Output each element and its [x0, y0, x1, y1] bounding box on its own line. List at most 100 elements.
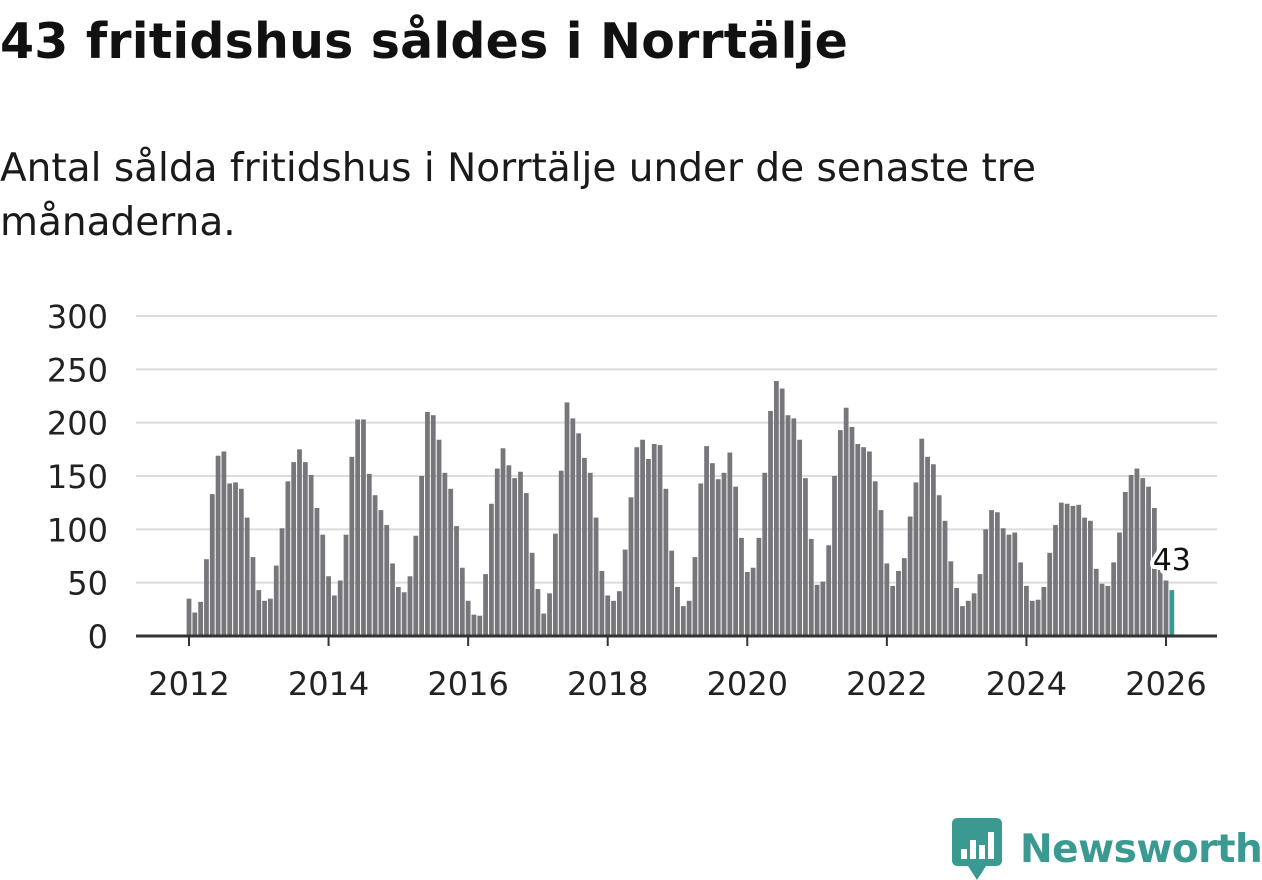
bar-2016-03	[477, 615, 483, 636]
bar-2025-06	[1122, 492, 1128, 636]
y-tick-label: 0	[88, 618, 108, 656]
bar-2012-05	[209, 494, 215, 636]
bar-2020-05	[768, 410, 773, 636]
bar-2025-04	[1111, 562, 1117, 636]
bar-2015-07	[430, 415, 436, 636]
y-tick-label: 100	[47, 511, 108, 549]
bar-2019-08	[715, 479, 721, 636]
bar-2017-09	[582, 457, 587, 636]
bar-2024-04	[1041, 586, 1047, 636]
bar-2024-08	[1064, 503, 1070, 636]
bar-2022-06	[913, 482, 919, 636]
bar-2013-09	[302, 462, 308, 636]
bar-2023-02	[960, 606, 965, 636]
x-tick-label: 2012	[148, 665, 229, 703]
x-tick-label: 2024	[986, 665, 1067, 703]
bar-2012-06	[215, 455, 221, 636]
y-tick-label: 200	[47, 405, 108, 443]
bar-2016-04	[483, 574, 488, 636]
bar-2013-10	[308, 474, 314, 636]
bar-2019-09	[721, 472, 727, 636]
bar-2013-07	[291, 462, 297, 636]
x-tick-label: 2020	[707, 665, 788, 703]
bar-2015-09	[442, 472, 448, 636]
bar-2014-10	[378, 510, 384, 636]
bar-2013-06	[285, 481, 291, 636]
bar-2024-03	[1035, 599, 1041, 636]
bar-2019-12	[739, 537, 744, 636]
bar-2018-02	[611, 600, 616, 636]
bar-2016-07	[500, 448, 506, 636]
bar-2014-03	[337, 580, 343, 636]
bar-2016-12	[529, 552, 535, 636]
bar-2023-05	[977, 574, 983, 636]
bar-2013-02	[262, 600, 267, 636]
bar-2015-05	[419, 476, 424, 636]
bar-2015-08	[436, 439, 442, 636]
bar-2018-09	[651, 444, 657, 636]
bar-2017-06	[564, 402, 570, 636]
bar-2020-01	[744, 572, 750, 636]
bar-2019-07	[710, 463, 715, 636]
bar-2016-02	[471, 614, 477, 636]
bar-2016-05	[489, 503, 494, 636]
bar-2013-12	[320, 534, 326, 636]
bar-2019-03	[686, 600, 692, 636]
bar-2020-02	[750, 567, 756, 636]
bar-2017-11	[593, 517, 599, 636]
bar-2025-07	[1128, 474, 1134, 636]
bar-2015-10	[448, 488, 454, 636]
bar-2017-04	[552, 533, 558, 636]
bar-2016-01	[465, 600, 471, 636]
bar-2022-12	[948, 561, 954, 636]
bar-2017-03	[547, 593, 552, 636]
bar-2017-12	[599, 570, 605, 636]
bar-2018-04	[622, 549, 628, 636]
brand-name: Newsworthy	[1020, 826, 1262, 872]
bar-2019-01	[675, 586, 680, 636]
bar-2019-11	[733, 486, 739, 636]
bar-2013-04	[273, 565, 279, 636]
bar-2018-10	[657, 445, 663, 636]
last-value-label: 43	[1153, 543, 1191, 578]
bar-2014-04	[343, 534, 349, 636]
bar-2025-09	[1140, 478, 1146, 636]
bar-2023-11	[1012, 532, 1018, 636]
bar-2021-09	[861, 447, 866, 636]
bar-2017-02	[541, 613, 547, 636]
bar-2023-08	[994, 512, 1000, 636]
bar-2025-12	[1157, 569, 1163, 636]
bar-2022-04	[901, 558, 907, 636]
bar-2022-08	[925, 456, 930, 636]
bar-2018-06	[634, 447, 640, 636]
bar-2012-02	[192, 612, 198, 636]
bar-2015-12	[459, 567, 465, 636]
bar-2022-11	[942, 520, 948, 636]
bar-2022-03	[896, 570, 901, 636]
bar-2025-10	[1146, 486, 1151, 636]
bar-2021-05	[837, 430, 843, 636]
bar-2015-04	[413, 535, 419, 636]
bar-2024-10	[1076, 504, 1082, 636]
brand-logo: Newsworthy	[952, 818, 1262, 880]
bar-2022-07	[919, 438, 925, 636]
x-tick-label: 2022	[846, 665, 927, 703]
bar-2020-06	[773, 381, 779, 636]
bar-2019-10	[727, 452, 733, 636]
bar-2024-11	[1082, 517, 1087, 636]
bar-2015-11	[454, 526, 459, 636]
bar-2025-02	[1099, 583, 1105, 636]
bar-2020-07	[779, 388, 785, 636]
bar-2016-11	[523, 493, 529, 636]
y-tick-label: 300	[47, 298, 108, 336]
bar-2019-04	[692, 557, 698, 636]
bar-2020-10	[797, 439, 803, 636]
bar-2016-08	[506, 465, 512, 636]
bar-2015-02	[401, 592, 407, 636]
bar-2017-07	[570, 418, 576, 636]
bar-2015-06	[425, 412, 430, 636]
bar-2023-06	[983, 529, 989, 636]
bar-2025-11	[1151, 508, 1157, 636]
y-tick-label: 50	[67, 565, 108, 603]
